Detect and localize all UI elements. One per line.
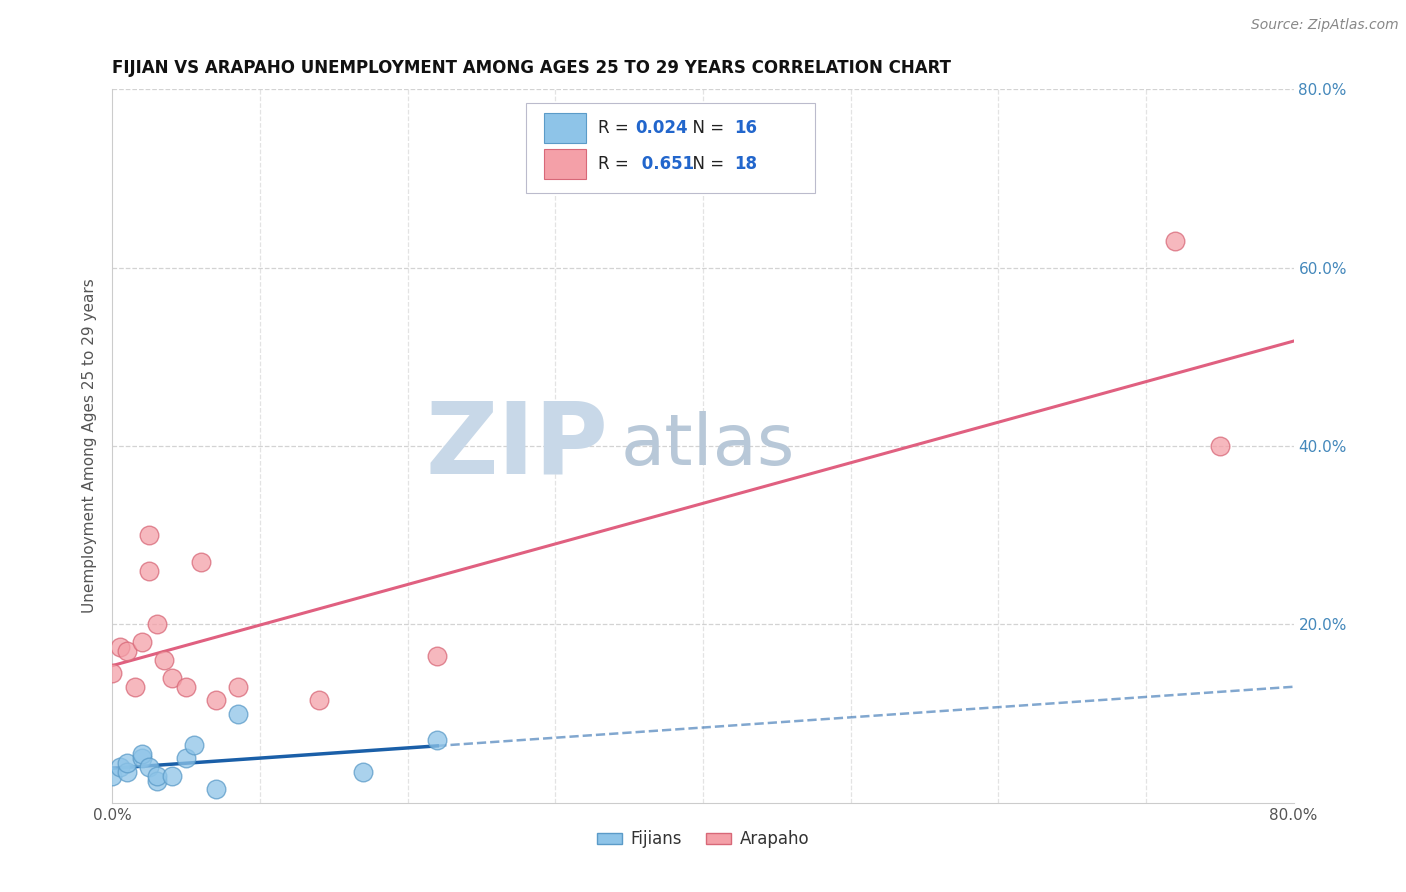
Point xyxy=(352,764,374,779)
Text: FIJIAN VS ARAPAHO UNEMPLOYMENT AMONG AGES 25 TO 29 YEARS CORRELATION CHART: FIJIAN VS ARAPAHO UNEMPLOYMENT AMONG AGE… xyxy=(112,59,952,77)
Text: N =: N = xyxy=(682,120,730,137)
Point xyxy=(146,773,169,788)
Point xyxy=(146,617,169,632)
Point xyxy=(131,751,153,765)
Text: N =: N = xyxy=(682,155,730,173)
Point xyxy=(426,733,449,747)
Point xyxy=(308,693,330,707)
Text: R =: R = xyxy=(598,120,634,137)
FancyBboxPatch shape xyxy=(526,103,815,193)
Text: 16: 16 xyxy=(734,120,756,137)
Point xyxy=(101,666,124,681)
Point xyxy=(426,648,449,663)
Point xyxy=(138,528,160,542)
Text: atlas: atlas xyxy=(620,411,794,481)
Point xyxy=(101,769,124,783)
Point xyxy=(131,747,153,761)
Point xyxy=(131,635,153,649)
Text: 0.651: 0.651 xyxy=(636,155,693,173)
Text: ZIP: ZIP xyxy=(426,398,609,494)
Text: R =: R = xyxy=(598,155,634,173)
Point xyxy=(1208,439,1232,453)
Point xyxy=(117,756,138,770)
Point xyxy=(108,640,131,654)
Point xyxy=(117,644,138,658)
Point xyxy=(117,764,138,779)
Point xyxy=(205,693,228,707)
Point xyxy=(174,680,197,694)
Y-axis label: Unemployment Among Ages 25 to 29 years: Unemployment Among Ages 25 to 29 years xyxy=(82,278,97,614)
Point xyxy=(160,671,183,685)
Legend: Fijians, Arapaho: Fijians, Arapaho xyxy=(591,824,815,855)
Point xyxy=(174,751,197,765)
Point xyxy=(138,760,160,774)
Point xyxy=(146,769,169,783)
Text: 0.024: 0.024 xyxy=(636,120,689,137)
Point xyxy=(205,782,228,797)
FancyBboxPatch shape xyxy=(544,149,586,179)
Point xyxy=(1164,234,1187,248)
Point xyxy=(153,653,176,667)
Point xyxy=(124,680,146,694)
Point xyxy=(183,738,205,752)
Point xyxy=(226,680,249,694)
Point xyxy=(226,706,249,721)
Point xyxy=(138,564,160,578)
Text: Source: ZipAtlas.com: Source: ZipAtlas.com xyxy=(1251,18,1399,32)
FancyBboxPatch shape xyxy=(544,113,586,144)
Point xyxy=(160,769,183,783)
Point xyxy=(190,555,212,569)
Text: 18: 18 xyxy=(734,155,756,173)
Point xyxy=(108,760,131,774)
